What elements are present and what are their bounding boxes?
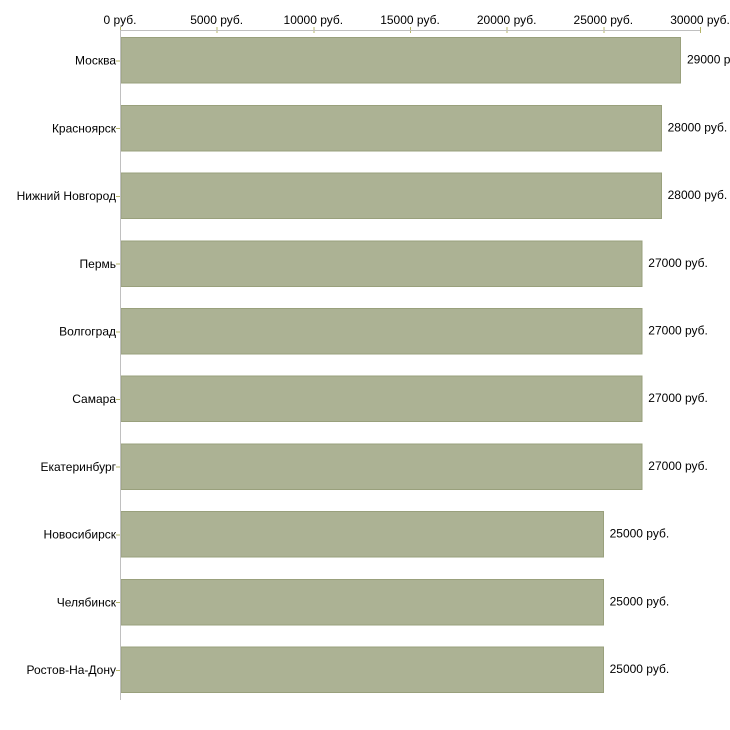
svg-text:27000 руб.: 27000 руб. [648,256,708,270]
svg-text:28000 руб.: 28000 руб. [668,120,728,134]
svg-text:Челябинск: Челябинск [57,595,117,609]
svg-text:25000 руб.: 25000 руб. [574,13,634,27]
svg-text:25000 руб.: 25000 руб. [610,662,670,676]
svg-text:Пермь: Пермь [80,257,116,271]
svg-text:30000 руб.: 30000 руб. [670,13,730,27]
svg-text:Новосибирск: Новосибирск [44,528,117,542]
svg-text:Красноярск: Красноярск [52,121,117,135]
svg-text:0 руб.: 0 руб. [104,13,137,27]
svg-text:27000 руб.: 27000 руб. [648,391,708,405]
svg-text:Екатеринбург: Екатеринбург [41,460,117,474]
svg-text:10000 руб.: 10000 руб. [284,13,344,27]
svg-text:25000 руб.: 25000 руб. [610,594,670,608]
svg-text:5000 руб.: 5000 руб. [190,13,243,27]
svg-text:25000 руб.: 25000 руб. [610,527,670,541]
svg-text:27000 руб.: 27000 руб. [648,324,708,338]
svg-text:20000 руб.: 20000 руб. [477,13,537,27]
svg-text:Волгоград: Волгоград [59,325,116,339]
svg-text:Нижний Новгород: Нижний Новгород [17,189,116,203]
svg-text:Ростов-На-Дону: Ростов-На-Дону [27,663,116,677]
svg-text:27000 руб.: 27000 руб. [648,459,708,473]
svg-text:29000 руб.: 29000 руб. [687,53,730,67]
svg-text:15000 руб.: 15000 руб. [380,13,440,27]
svg-text:28000 руб.: 28000 руб. [668,188,728,202]
svg-text:Москва: Москва [75,54,116,68]
svg-text:Самара: Самара [72,392,116,406]
